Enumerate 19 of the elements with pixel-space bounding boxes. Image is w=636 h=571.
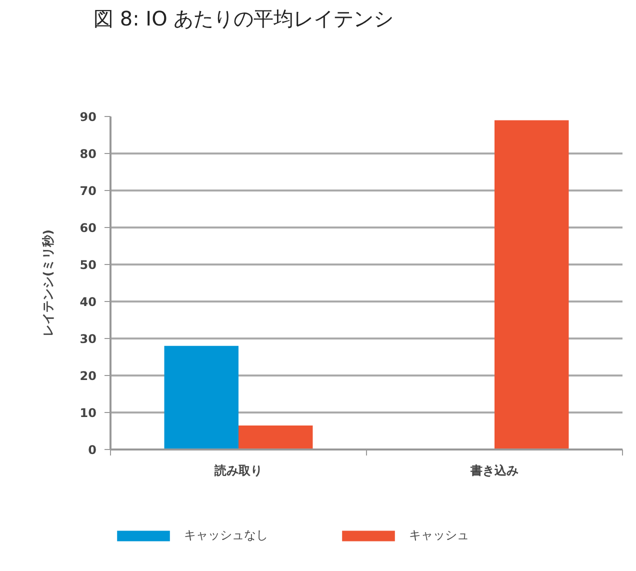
y-tick-label: 60 <box>80 221 97 235</box>
chart-title: 図 8: IO あたりの平均レイテンシ <box>94 6 394 30</box>
x-tick-label: 書き込み <box>470 464 518 478</box>
y-tick-label: 0 <box>88 443 97 457</box>
y-axis-title: レイテンシ(ミリ秒) <box>40 230 55 336</box>
bar <box>494 120 569 450</box>
y-tick-label: 30 <box>80 332 97 346</box>
x-tick-label: 読み取り <box>214 464 262 478</box>
y-tick-label: 10 <box>80 406 97 420</box>
bar <box>238 425 313 450</box>
bar <box>164 346 238 450</box>
y-tick-label: 40 <box>80 295 97 309</box>
y-tick-label: 50 <box>80 258 97 272</box>
y-tick-label: 80 <box>80 147 97 161</box>
y-tick-label: 90 <box>80 110 97 124</box>
legend-label: キャッシュ <box>409 527 469 544</box>
y-tick-label: 20 <box>80 369 97 383</box>
legend-label: キャッシュなし <box>184 527 268 544</box>
y-tick-label: 70 <box>80 184 97 198</box>
